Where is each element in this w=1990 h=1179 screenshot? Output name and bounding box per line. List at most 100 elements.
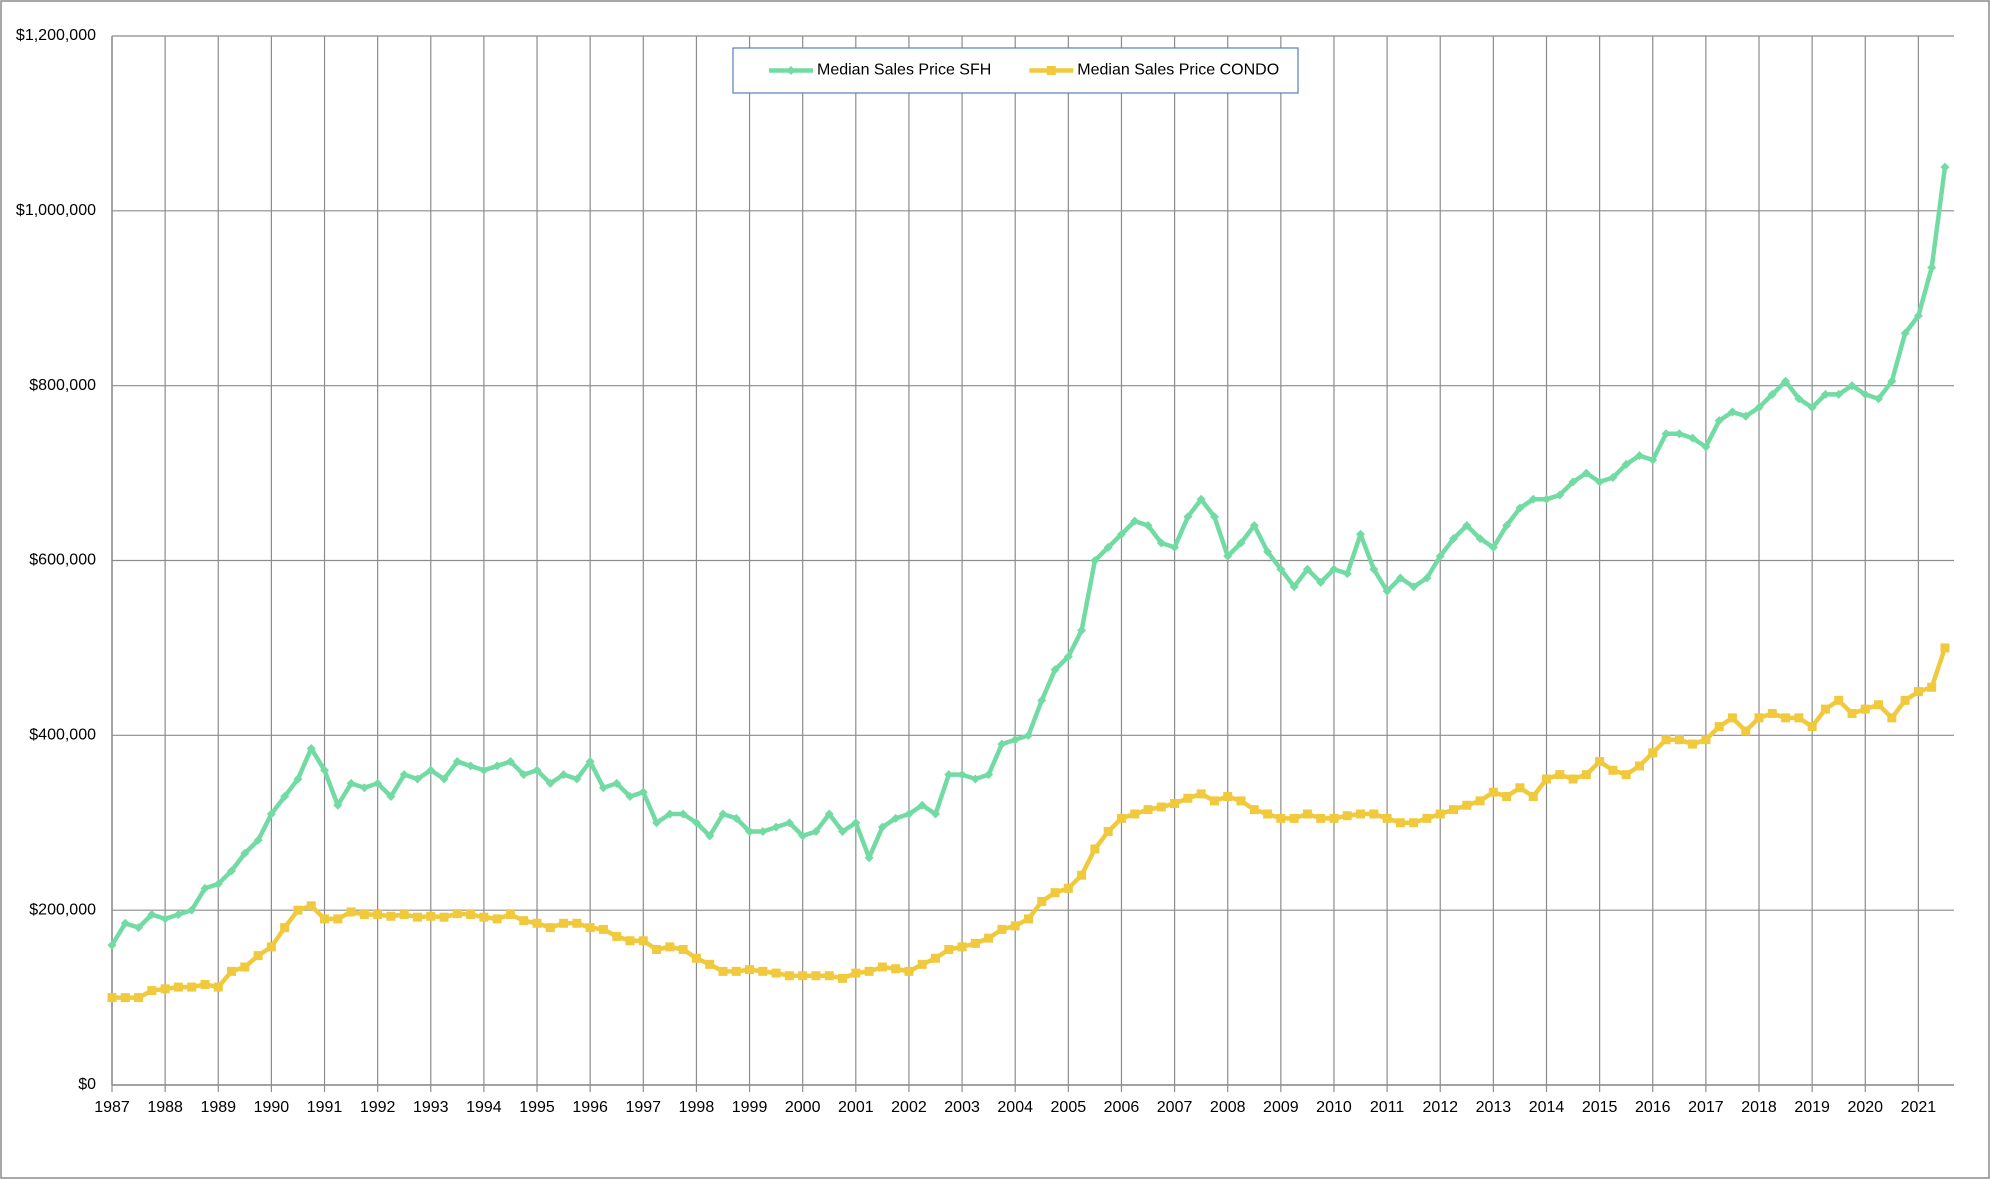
x-tick-label: 2010 — [1316, 1099, 1352, 1116]
marker-diamond — [1183, 512, 1193, 522]
x-tick-label: 1995 — [519, 1099, 555, 1116]
marker-square — [1449, 805, 1459, 815]
marker-diamond — [1156, 538, 1166, 548]
marker-square — [1581, 770, 1591, 780]
y-tick-label: $200,000 — [29, 901, 96, 918]
marker-square — [532, 918, 542, 928]
marker-square — [452, 909, 462, 919]
marker-diamond — [1170, 542, 1180, 552]
x-tick-label: 2004 — [997, 1099, 1033, 1116]
marker-diamond — [1555, 490, 1565, 500]
marker-diamond — [1090, 556, 1100, 565]
marker-diamond — [891, 813, 901, 823]
marker-diamond — [1900, 328, 1910, 338]
marker-diamond — [1741, 411, 1751, 421]
marker-square — [1820, 704, 1830, 714]
marker-square — [1342, 811, 1352, 821]
marker-diamond — [519, 770, 529, 780]
marker-diamond — [1648, 455, 1658, 465]
marker-diamond — [771, 822, 781, 832]
marker-square — [1701, 735, 1711, 745]
marker-square — [1847, 708, 1857, 718]
marker-square — [1236, 796, 1246, 806]
marker-diamond — [280, 792, 290, 802]
marker-square — [1541, 774, 1551, 784]
marker-square — [1329, 813, 1339, 823]
series-group — [107, 643, 1950, 1003]
marker-square — [1502, 792, 1512, 802]
marker-square — [1037, 896, 1047, 906]
marker-square — [1462, 800, 1472, 810]
marker-diamond — [652, 818, 662, 828]
marker-diamond — [200, 883, 210, 893]
marker-diamond — [1568, 477, 1578, 487]
marker-square — [293, 905, 303, 915]
marker-square — [1156, 802, 1166, 812]
marker-square — [1382, 813, 1392, 823]
marker-diamond — [851, 818, 861, 828]
marker-square — [399, 910, 409, 920]
marker-diamond — [227, 866, 237, 876]
y-tick-label: $1,000,000 — [16, 202, 96, 219]
marker-diamond — [1462, 521, 1472, 531]
x-tick-label: 1988 — [147, 1099, 183, 1116]
marker-square — [705, 959, 715, 969]
marker-diamond — [452, 757, 462, 767]
marker-square — [891, 964, 901, 974]
x-tick-label: 1992 — [360, 1099, 396, 1116]
marker-diamond — [1449, 534, 1459, 544]
marker-square — [107, 993, 117, 1003]
legend-box — [732, 47, 1299, 94]
marker-square — [718, 966, 728, 976]
marker-square — [745, 965, 755, 975]
marker-diamond — [1860, 389, 1870, 399]
marker-square — [492, 914, 502, 924]
marker-square — [1302, 809, 1312, 819]
marker-square — [333, 914, 343, 924]
marker-diamond — [147, 910, 157, 920]
marker-diamond — [1342, 569, 1352, 579]
marker-diamond — [359, 783, 369, 793]
x-tick-label: 1996 — [572, 1099, 608, 1116]
marker-diamond — [1223, 551, 1233, 561]
marker-diamond — [638, 787, 648, 797]
marker-diamond — [931, 809, 941, 819]
marker-diamond — [1276, 564, 1286, 574]
marker-diamond — [559, 770, 569, 780]
legend-label: Median Sales Price CONDO — [1077, 62, 1279, 79]
marker-square — [1183, 793, 1193, 803]
marker-diamond — [532, 765, 542, 775]
marker-diamond — [691, 818, 701, 828]
x-tick-label: 2019 — [1794, 1099, 1830, 1116]
marker-diamond — [904, 809, 914, 819]
marker-square — [984, 933, 994, 943]
x-tick-label: 2014 — [1529, 1099, 1565, 1116]
marker-diamond — [1050, 665, 1060, 675]
marker-square — [505, 910, 515, 920]
marker-diamond — [1807, 403, 1817, 413]
marker-square — [1515, 783, 1525, 793]
marker-square — [598, 924, 608, 934]
marker-square — [1422, 813, 1432, 823]
marker-diamond — [1887, 376, 1897, 386]
marker-square — [784, 971, 794, 981]
marker-diamond — [253, 835, 263, 845]
marker-diamond — [1116, 529, 1126, 539]
marker-square — [346, 907, 356, 917]
marker-diamond — [957, 770, 967, 780]
marker-diamond — [1196, 494, 1206, 504]
marker-square — [1196, 789, 1206, 799]
marker-square — [678, 945, 688, 955]
marker-square — [1249, 805, 1259, 815]
marker-square — [1046, 66, 1056, 75]
marker-square — [851, 968, 861, 978]
y-tick-label: $400,000 — [29, 727, 96, 744]
marker-square — [1834, 695, 1844, 705]
x-tick-label: 2011 — [1370, 1099, 1405, 1116]
marker-square — [1727, 713, 1737, 723]
marker-diamond — [1077, 625, 1087, 635]
marker-square — [1103, 826, 1113, 836]
marker-diamond — [786, 66, 796, 75]
marker-diamond — [758, 826, 768, 836]
marker-square — [1754, 713, 1764, 723]
